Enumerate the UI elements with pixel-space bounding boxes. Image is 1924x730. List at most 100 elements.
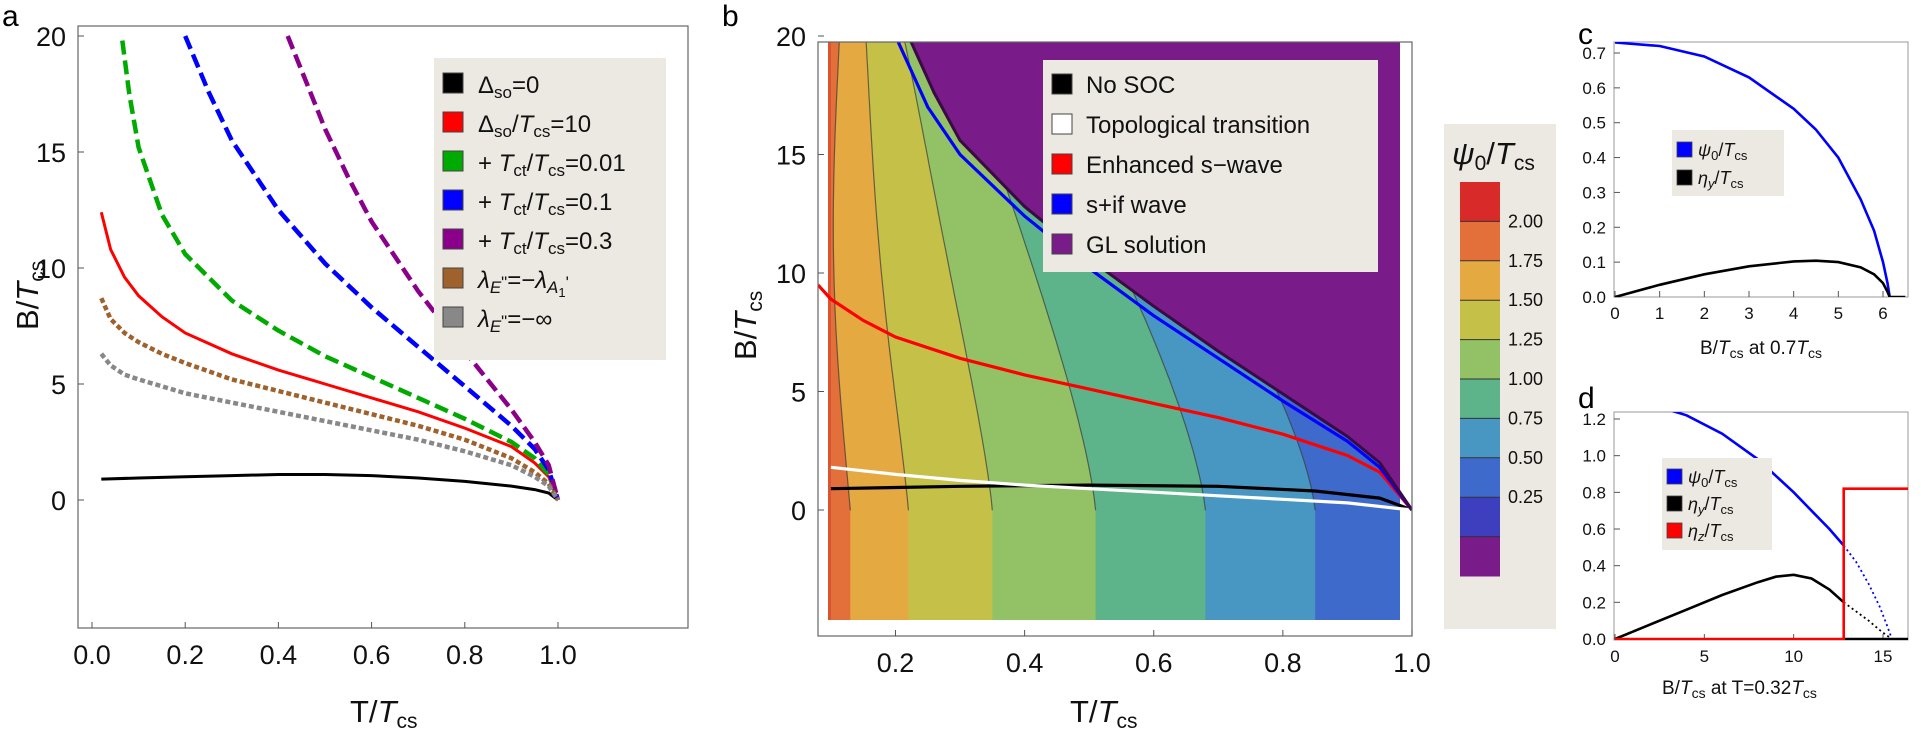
chart-c-x-tick-label: 5: [1834, 304, 1843, 323]
chart-a-x-label-main: T/: [350, 694, 378, 729]
chart-a-legend-swatch-6: [442, 306, 464, 328]
chart-d-y-tick-label: 0.8: [1582, 483, 1606, 502]
chart-b-x-tick-label: 0.2: [877, 648, 915, 678]
chart-b-legend-label-2: Enhanced s−wave: [1086, 152, 1283, 179]
chart-b-legend-label-4: GL solution: [1086, 232, 1207, 259]
chart-c-series-line-1: [1614, 259, 1906, 297]
chart-c-legend-swatch-0: [1676, 141, 1693, 158]
chart-b-y-label-main: B/: [728, 330, 763, 360]
colorbar-segment-4: [1460, 339, 1500, 380]
chart-d-series-line-1: [1842, 544, 1893, 640]
chart-a-y-tick-label: 10: [36, 254, 66, 284]
chart-c-y-tick-label: 0.1: [1582, 253, 1606, 272]
colorbar-segment-3: [1460, 300, 1500, 341]
chart-b-y-label-T: T: [728, 310, 763, 331]
chart-a-series-line-6: [99, 352, 560, 502]
chart-b-legend-swatch-0: [1051, 73, 1073, 95]
chart-a-legend-label-0: Δso=0: [478, 72, 539, 102]
chart-a-series-line-3: [183, 35, 561, 501]
chart-a-x-tick-label: 0.2: [166, 640, 204, 670]
colorbar-tick-label: 1.00: [1508, 369, 1543, 389]
chart-b-right-pad: [1400, 42, 1412, 636]
chart-c-y-ticks: 0.0 0.1 0.2 0.3 0.4 0.5 0.6 0.7: [1582, 44, 1620, 307]
chart-b-x-label-sub: cs: [1117, 710, 1138, 730]
chart-d-x-tick-label: 15: [1874, 647, 1893, 666]
chart-b-legend-label-3: s+if wave: [1086, 192, 1187, 219]
colorbar-tick-label: 0.75: [1508, 408, 1543, 428]
colorbar-tick-label: 1.25: [1508, 330, 1543, 350]
colorbar-scale: 2.00 1.75 1.50 1.25 1.00 0.75 0.50 0.25: [1460, 182, 1543, 577]
chart-a-y-tick-label: 20: [36, 22, 66, 52]
chart-c-series: [1614, 42, 1906, 297]
chart-b-line-2: [818, 283, 1412, 512]
chart-a-y-ticks: 0 5 10 15 20: [36, 22, 84, 516]
chart-d-legend-swatch-1: [1666, 495, 1683, 512]
colorbar-tick-label: 1.75: [1508, 251, 1543, 271]
chart-a-series-line-5: [99, 297, 560, 502]
chart-a-legend-label-3: + Tct/Tcs=0.1: [478, 189, 612, 219]
chart-a-y-label-sub: cs: [26, 261, 49, 282]
chart-b-y-tick-label: 10: [776, 259, 806, 289]
chart-b-x-tick-label: 0.4: [1006, 648, 1044, 678]
panel-label-c: c: [1578, 18, 1593, 51]
chart-c-legend-swatch-1: [1676, 169, 1693, 186]
chart-b-x-label-main: T/: [1070, 694, 1098, 729]
chart-b-x-tick-label: 0.8: [1264, 648, 1302, 678]
chart-a-series-line-0: [101, 473, 559, 502]
chart-d-y-tick-label: 0.4: [1582, 557, 1606, 576]
chart-b-legend-items: No SOC Topological transition Enhanced s−w…: [1051, 72, 1310, 259]
chart-a-series: [99, 35, 561, 502]
chart-b-lines: [818, 42, 1412, 512]
colorbar-segment-1: [1460, 221, 1500, 262]
chart-b: 0.2 0.4 0.6 0.8 1.0 0 5 10 15 20 T/Tcs B/Tcs No …: [728, 22, 1431, 730]
colorbar-segment-5: [1460, 379, 1500, 419]
chart-d-y-tick-label: 0.6: [1582, 520, 1606, 539]
chart-c-y-tick-label: 0.7: [1582, 44, 1606, 63]
chart-b-legend-label-1: Topological transition: [1086, 112, 1310, 139]
chart-a-legend-swatch-3: [442, 189, 464, 211]
panel-label-b: b: [722, 0, 739, 33]
chart-a-series-line-2: [120, 40, 561, 501]
chart-d-x-tick-label: 5: [1700, 647, 1709, 666]
chart-d-series-line-3: [1843, 601, 1893, 640]
chart-a-y-tick-label: 5: [51, 370, 66, 400]
chart-b-x-tick-label: 1.0: [1393, 648, 1431, 678]
panel-label-d: d: [1578, 382, 1595, 415]
chart-c-series-line-0: [1614, 42, 1891, 297]
chart-a-legend: Δso=0 Δso/Tcs=10 + Tct/Tcs=0.01 + Tct/Tc…: [434, 58, 666, 360]
chart-b-left-pad: [818, 42, 828, 636]
chart-a-frame: [77, 25, 689, 629]
chart-a-x-tick-label: 1.0: [539, 640, 577, 670]
chart-a-legend-swatch-5: [442, 267, 464, 289]
chart-b-legend-swatch-1: [1051, 113, 1073, 135]
chart-b-legend-swatch-2: [1051, 153, 1073, 175]
chart-b-y-tick-label: 0: [791, 496, 806, 526]
chart-b-frame: [817, 41, 1413, 637]
chart-b-x-ticks: 0.2 0.4 0.6 0.8 1.0: [877, 630, 1431, 678]
chart-c-x-ticks: 0 1 2 3 4 5 6: [1610, 291, 1888, 323]
chart-a-y-tick-label: 0: [51, 486, 66, 516]
chart-c-y-tick-label: 0.5: [1582, 114, 1606, 133]
chart-d-y-tick-label: 0.2: [1582, 593, 1606, 612]
chart-b-y-tick-label: 20: [776, 22, 806, 52]
chart-d-legend-swatch-2: [1666, 522, 1683, 539]
chart-d-legend-swatch-0: [1666, 468, 1683, 485]
chart-d-x-tick-label: 0: [1610, 647, 1619, 666]
chart-b-x-tick-label: 0.6: [1135, 648, 1173, 678]
chart-a-x-tick-label: 0.8: [446, 640, 484, 670]
chart-a-x-tick-label: 0.4: [260, 640, 298, 670]
chart-b-y-label-sub: cs: [744, 291, 767, 312]
chart-c-x-tick-label: 4: [1789, 304, 1798, 323]
chart-b-x-label: T/Tcs: [1070, 694, 1138, 730]
chart-c-x-tick-label: 0: [1610, 304, 1619, 323]
chart-a-legend-swatch-0: [442, 72, 464, 94]
colorbar-segment-6: [1460, 418, 1500, 459]
colorbar-segment-0: [1460, 182, 1500, 222]
chart-a-y-tick-label: 15: [36, 138, 66, 168]
chart-d-series-line-2: [1614, 573, 1845, 640]
chart-a-y-label-T: T: [10, 280, 45, 301]
chart-a-legend-label-6: λE"=−∞: [476, 306, 552, 336]
chart-a-x-label: T/Tcs: [350, 694, 418, 730]
